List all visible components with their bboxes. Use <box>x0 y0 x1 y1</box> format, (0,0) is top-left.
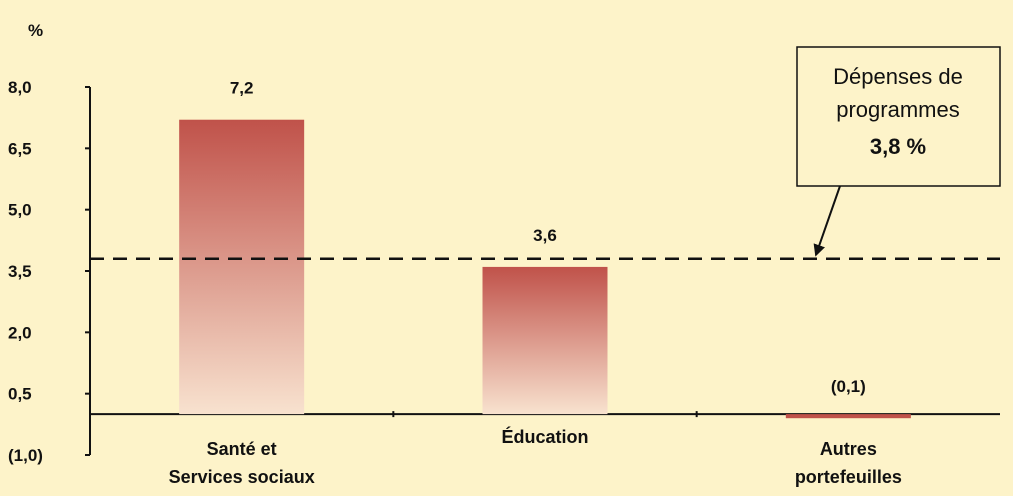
callout-line-1: Dépenses de <box>833 64 963 89</box>
category-label: portefeuilles <box>795 467 902 487</box>
y-tick-label: 0,5 <box>8 385 32 404</box>
bar <box>785 414 911 419</box>
bars-group <box>179 119 911 419</box>
reference-callout: Dépenses de programmes 3,8 % <box>796 46 1001 187</box>
bar-value-label: 3,6 <box>533 226 557 245</box>
bar <box>179 119 305 415</box>
bar-value-label: 7,2 <box>230 79 254 98</box>
y-axis-ticks: (1,0) 0,5 2,0 3,5 5,0 6,5 8,0 <box>8 78 90 465</box>
y-unit-label: % <box>28 21 43 40</box>
y-tick-label: 6,5 <box>8 139 32 158</box>
value-labels-group: 7,2 3,6 (0,1) <box>230 79 866 396</box>
category-label: Autres <box>820 439 877 459</box>
callout-box <box>796 46 1001 187</box>
y-tick-label: 5,0 <box>8 201 32 220</box>
category-label: Services sociaux <box>169 467 315 487</box>
callout-value: 3,8 % <box>870 134 926 159</box>
y-tick-label: 2,0 <box>8 323 32 342</box>
y-tick-label: 8,0 <box>8 78 32 97</box>
bar <box>482 266 608 415</box>
callout-line-2: programmes <box>836 97 959 122</box>
x-axis-ticks <box>392 411 698 418</box>
y-tick-label: (1,0) <box>8 446 43 465</box>
bar-value-label: (0,1) <box>831 377 866 396</box>
category-label: Santé et <box>207 439 277 459</box>
category-label: Éducation <box>501 426 588 447</box>
y-tick-label: 3,5 <box>8 262 32 281</box>
callout-arrow <box>813 185 841 257</box>
category-labels-group: Santé et Services sociaux Éducation Autres p… <box>169 426 902 487</box>
